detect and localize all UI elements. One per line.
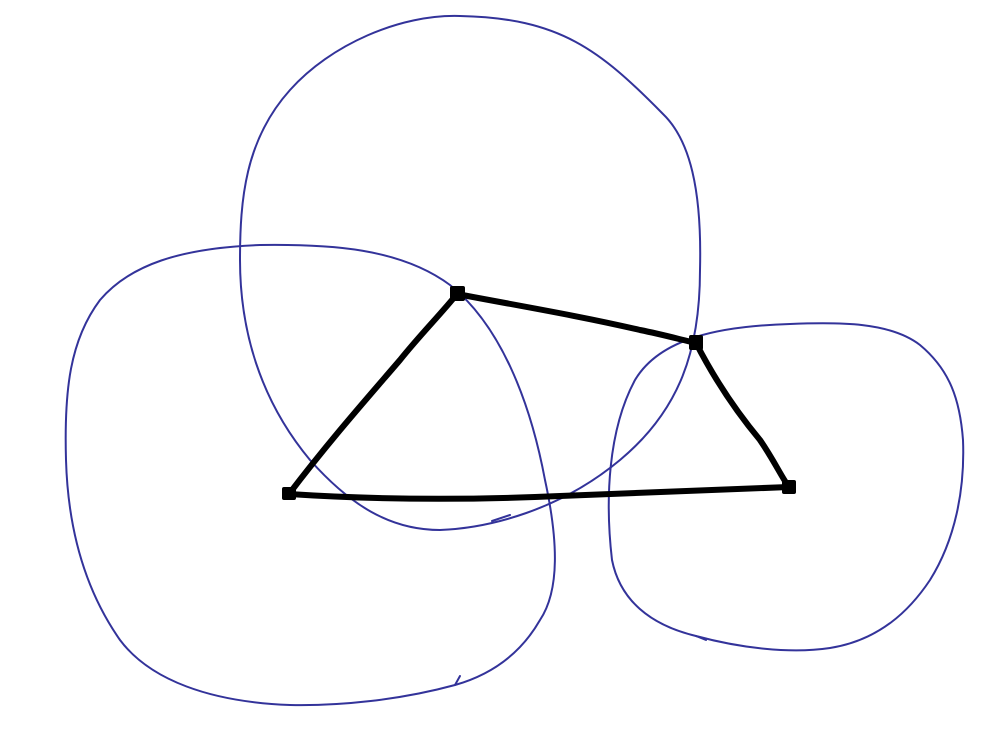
- right-circle: [607, 322, 965, 652]
- vertex-right-bottom: [782, 480, 796, 494]
- circles-group: [64, 14, 965, 707]
- triangle-edge-top-right: [454, 291, 699, 346]
- vertex-top: [450, 286, 465, 301]
- top-circle: [239, 14, 702, 531]
- vertices-group: [282, 286, 796, 500]
- triangle-group: [286, 291, 792, 502]
- right-circle-stroke-tail: [695, 635, 707, 641]
- top-circle-stroke-tail: [491, 514, 511, 522]
- triangle-edge-left-top: [286, 291, 460, 497]
- vertex-left: [282, 487, 296, 500]
- triangle-edge-right-bottomright: [693, 340, 792, 490]
- vertex-right-top: [689, 335, 703, 350]
- left-circle-stroke-tail: [454, 675, 461, 686]
- triangle-edge-bottom: [286, 484, 792, 502]
- left-circle: [64, 243, 556, 707]
